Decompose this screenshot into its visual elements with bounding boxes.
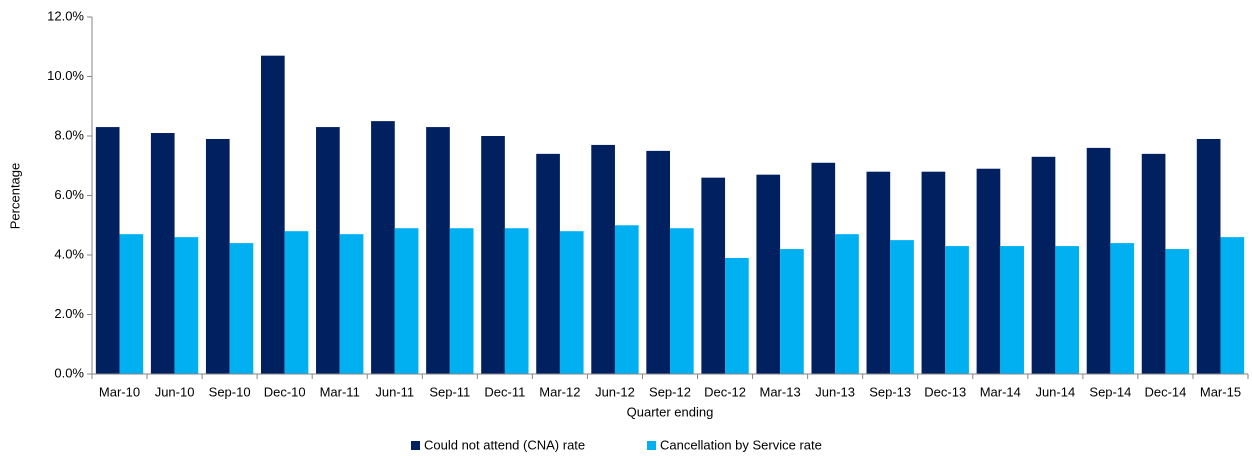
x-tick-label: Dec-12 bbox=[704, 384, 746, 399]
bar bbox=[976, 168, 1001, 374]
bar bbox=[670, 228, 694, 374]
bar bbox=[260, 55, 285, 375]
x-tick-label: Jun-10 bbox=[155, 384, 195, 399]
bar bbox=[119, 234, 144, 374]
x-tick-label: Mar-12 bbox=[539, 384, 580, 399]
x-tick-label: Sep-13 bbox=[869, 384, 911, 399]
bar bbox=[205, 138, 230, 374]
bar bbox=[339, 234, 364, 374]
bar bbox=[1220, 237, 1245, 374]
x-tick-label: Sep-10 bbox=[209, 384, 251, 399]
bar bbox=[1086, 147, 1111, 374]
x-tick-label: Dec-11 bbox=[484, 384, 525, 399]
bar bbox=[316, 127, 340, 374]
x-tick-label: Sep-12 bbox=[649, 384, 691, 399]
bar bbox=[1196, 138, 1221, 374]
bar bbox=[1031, 156, 1056, 374]
bar bbox=[150, 133, 175, 374]
x-tick-label: Sep-14 bbox=[1089, 384, 1131, 399]
bar bbox=[95, 127, 120, 374]
bar bbox=[536, 153, 560, 374]
bar bbox=[701, 177, 726, 374]
y-tick-label: 2.0% bbox=[54, 306, 84, 321]
x-tick-label: Jun-14 bbox=[1035, 384, 1075, 399]
bar bbox=[394, 228, 419, 374]
bar bbox=[229, 243, 254, 374]
x-axis-label: Quarter ending bbox=[627, 404, 714, 419]
bar bbox=[371, 121, 395, 374]
bar bbox=[1055, 246, 1080, 374]
legend-swatch bbox=[411, 441, 420, 450]
bar bbox=[756, 174, 781, 374]
x-tick-label: Jun-13 bbox=[815, 384, 855, 399]
legend-swatch bbox=[647, 441, 656, 450]
bar bbox=[504, 228, 529, 374]
x-tick-label: Mar-15 bbox=[1200, 384, 1241, 399]
y-tick-label: 12.0% bbox=[47, 8, 84, 23]
bar bbox=[284, 231, 309, 374]
bar bbox=[1141, 153, 1166, 374]
legend-label: Could not attend (CNA) rate bbox=[424, 437, 585, 452]
bar bbox=[449, 228, 474, 374]
bar bbox=[811, 162, 836, 374]
bar bbox=[921, 171, 946, 374]
bar bbox=[725, 257, 749, 374]
x-tick-label: Sep-11 bbox=[429, 384, 470, 399]
bar bbox=[1000, 246, 1024, 374]
x-tick-label: Mar-14 bbox=[980, 384, 1021, 399]
y-tick-label: 0.0% bbox=[54, 365, 84, 380]
bar bbox=[1110, 243, 1135, 374]
x-tick-label: Dec-13 bbox=[924, 384, 966, 399]
x-tick-label: Mar-13 bbox=[760, 384, 801, 399]
legend-label: Cancellation by Service rate bbox=[660, 437, 822, 452]
bar bbox=[780, 249, 804, 374]
x-tick-label: Mar-11 bbox=[320, 384, 360, 399]
y-tick-label: 8.0% bbox=[54, 127, 84, 142]
x-tick-label: Jun-11 bbox=[375, 384, 414, 399]
y-axis-label: Percentage bbox=[7, 163, 22, 230]
bar bbox=[866, 171, 891, 374]
x-tick-label: Dec-10 bbox=[264, 384, 306, 399]
bar bbox=[559, 231, 584, 374]
x-tick-label: Jun-12 bbox=[595, 384, 635, 399]
y-tick-label: 4.0% bbox=[54, 246, 84, 261]
bar bbox=[591, 144, 615, 374]
bar bbox=[890, 240, 914, 374]
bar bbox=[646, 150, 670, 374]
bar bbox=[945, 246, 969, 374]
bar bbox=[426, 127, 450, 374]
bar bbox=[1165, 249, 1190, 374]
bar bbox=[174, 237, 199, 374]
x-tick-label: Dec-14 bbox=[1144, 384, 1186, 399]
bar bbox=[835, 234, 859, 374]
bar bbox=[481, 136, 505, 374]
y-tick-label: 6.0% bbox=[54, 187, 84, 202]
x-tick-label: Mar-10 bbox=[99, 384, 140, 399]
bar bbox=[614, 225, 639, 374]
y-tick-label: 10.0% bbox=[47, 68, 84, 83]
